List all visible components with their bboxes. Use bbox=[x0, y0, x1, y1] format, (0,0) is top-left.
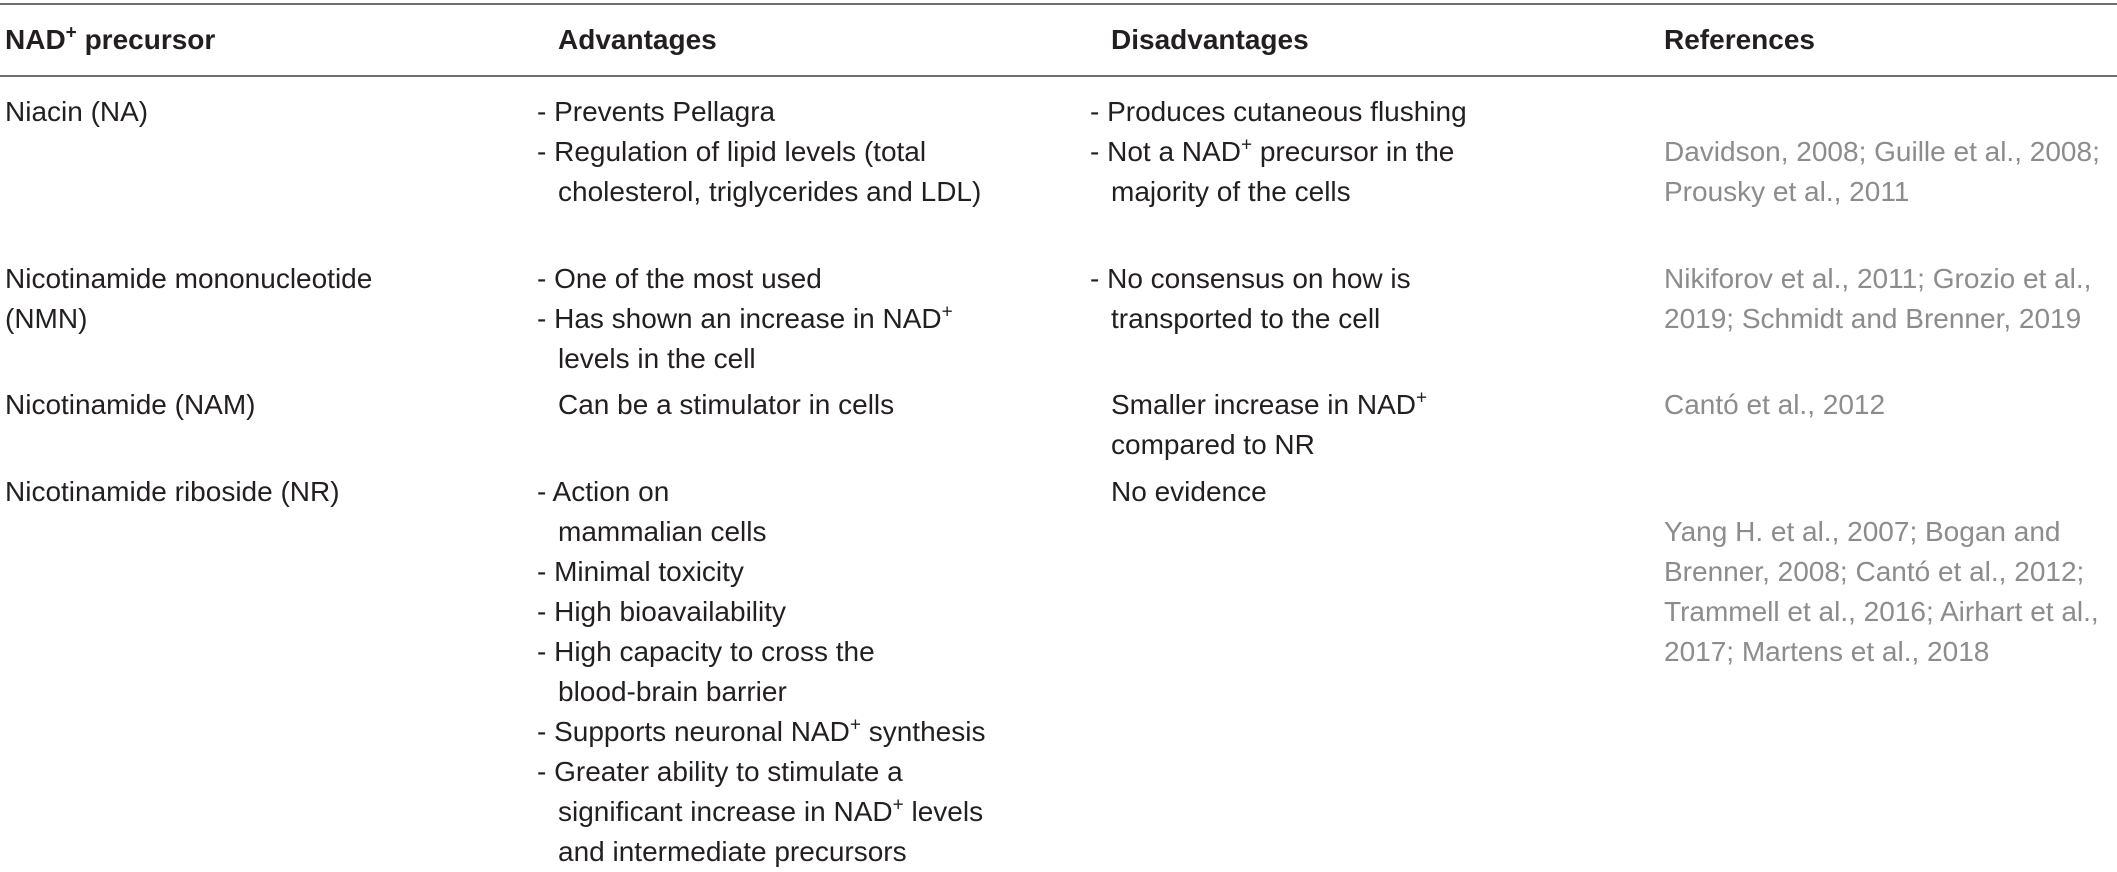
row-niacin-adv-2: - Regulation of lipid levels (total bbox=[537, 136, 927, 167]
row-nr-adv-7: - Supports neuronal NAD+ synthesis bbox=[537, 714, 986, 747]
reference-link[interactable]: Cantó et al., 2012 bbox=[1855, 556, 2077, 587]
row-nmn-refs-1: Nikiforov et al., 2011; Grozio et al., bbox=[1664, 263, 2092, 294]
reference-link[interactable]: 2019 bbox=[1664, 303, 1727, 334]
row-nr-adv-2: mammalian cells bbox=[558, 516, 767, 547]
reference-link[interactable]: Bogan and bbox=[1925, 516, 2061, 547]
reference-link[interactable]: Nikiforov et al., 2011 bbox=[1664, 263, 1918, 294]
reference-link[interactable]: Grozio et al., bbox=[1932, 263, 2092, 294]
row-niacin-dis-2: - Not a NAD+ precursor in the bbox=[1090, 134, 1455, 167]
reference-link[interactable]: Martens et al., 2018 bbox=[1741, 636, 1990, 667]
header-disadvantages: Disadvantages bbox=[1111, 24, 1309, 55]
row-niacin-adv-3: cholesterol, triglycerides and LDL) bbox=[558, 176, 982, 207]
row-nr-adv-6: blood-brain barrier bbox=[558, 676, 787, 707]
reference-link[interactable]: Schmidt and Brenner, 2019 bbox=[1741, 303, 2082, 334]
row-niacin-dis-1: - Produces cutaneous flushing bbox=[1090, 96, 1467, 127]
row-nmn-adv-3: levels in the cell bbox=[558, 343, 756, 374]
row-nmn-adv-2: - Has shown an increase in NAD+ bbox=[537, 301, 953, 334]
row-nr-refs-4: 2017; Martens et al., 2018 bbox=[1664, 636, 1990, 667]
row-nmn-dis-1: - No consensus on how is bbox=[1090, 263, 1411, 294]
row-nr-adv-1: - Action on bbox=[537, 476, 670, 507]
row-nmn-name-1: Nicotinamide mononucleotide bbox=[5, 263, 373, 294]
row-nmn-refs-2: 2019; Schmidt and Brenner, 2019 bbox=[1664, 303, 2082, 334]
row-nr-refs-2: Brenner, 2008; Cantó et al., 2012; bbox=[1664, 556, 2085, 587]
reference-link[interactable]: Airhart et al., bbox=[1939, 596, 2099, 627]
row-nr-name: Nicotinamide riboside (NR) bbox=[5, 476, 340, 507]
row-nr-refs-1: Yang H. et al., 2007; Bogan and bbox=[1664, 516, 2061, 547]
row-niacin-adv-1: - Prevents Pellagra bbox=[537, 96, 776, 127]
row-nam-name: Nicotinamide (NAM) bbox=[5, 389, 256, 420]
row-nr-adv-3: - Minimal toxicity bbox=[537, 556, 744, 587]
reference-link[interactable]: Brenner, 2008 bbox=[1664, 556, 1840, 587]
reference-link[interactable]: Guille et al., 2008 bbox=[1874, 136, 2093, 167]
header-advantages: Advantages bbox=[558, 24, 717, 55]
header-references: References bbox=[1664, 24, 1815, 55]
row-nr-dis: No evidence bbox=[1111, 476, 1267, 507]
reference-link[interactable]: Davidson, 2008 bbox=[1664, 136, 1859, 167]
row-nr-refs-3: Trammell et al., 2016; Airhart et al., bbox=[1664, 596, 2099, 627]
row-nr-adv-8: - Greater ability to stimulate a bbox=[537, 756, 903, 787]
header-nad-precursor: NAD+ precursor bbox=[5, 22, 216, 55]
row-nr-adv-4: - High bioavailability bbox=[537, 596, 787, 627]
table-header-rule bbox=[0, 75, 2117, 77]
row-nr-adv-5: - High capacity to cross the bbox=[537, 636, 875, 667]
table-top-rule bbox=[0, 3, 2117, 5]
row-niacin-refs-1: Davidson, 2008; Guille et al., 2008; bbox=[1664, 136, 2100, 167]
reference-link[interactable]: Prousky et al., 2011 bbox=[1664, 176, 1910, 207]
row-nr-adv-10: and intermediate precursors bbox=[558, 836, 907, 867]
row-niacin-dis-3: majority of the cells bbox=[1111, 176, 1351, 207]
row-nmn-dis-2: transported to the cell bbox=[1111, 303, 1381, 334]
row-niacin-name: Niacin (NA) bbox=[5, 96, 149, 127]
reference-link[interactable]: Trammell et al., 2016 bbox=[1664, 596, 1926, 627]
row-nam-adv: Can be a stimulator in cells bbox=[558, 389, 895, 420]
row-nmn-name-2: (NMN) bbox=[5, 303, 88, 334]
row-nam-dis-2: compared to NR bbox=[1111, 429, 1315, 460]
row-nmn-adv-1: - One of the most used bbox=[537, 263, 822, 294]
row-nam-dis-1: Smaller increase in NAD+ bbox=[1111, 387, 1428, 420]
reference-link[interactable]: Yang H. et al., 2007 bbox=[1664, 516, 1910, 547]
row-nr-adv-9: significant increase in NAD+ levels bbox=[558, 794, 984, 827]
reference-link[interactable]: 2017 bbox=[1664, 636, 1727, 667]
reference-link[interactable]: Cantó et al., 2012 bbox=[1664, 389, 1886, 420]
